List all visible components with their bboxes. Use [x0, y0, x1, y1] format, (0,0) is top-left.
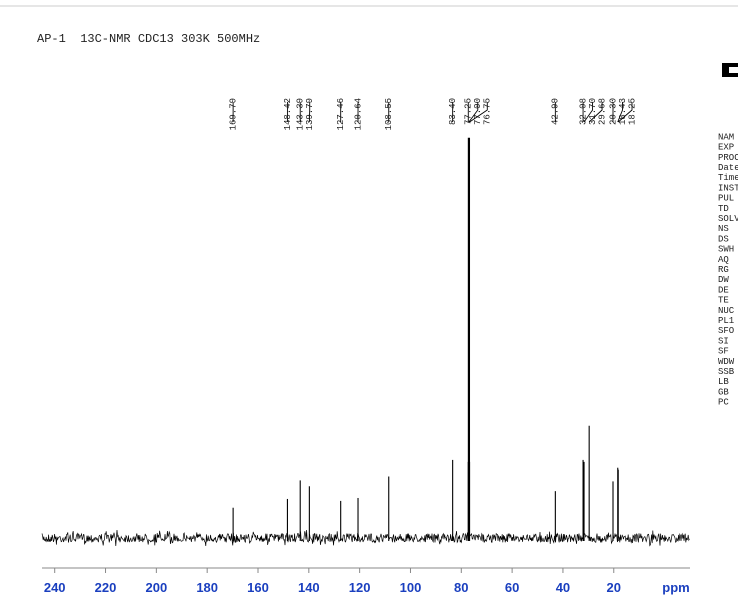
parameter-name: AQ	[718, 255, 729, 265]
parameter-name: DE	[718, 285, 729, 295]
parameter-name: DS	[718, 234, 729, 244]
parameter-name: DW	[718, 275, 729, 285]
parameter-name: EXP	[718, 143, 734, 153]
x-tick-label: 200	[146, 580, 168, 595]
peak-label: 77.00	[473, 98, 483, 125]
parameter-name: NS	[718, 224, 729, 234]
parameter-name: SWH	[718, 245, 734, 255]
parameter-name: LB	[718, 377, 729, 387]
parameter-name: SF	[718, 347, 729, 357]
parameter-name: TD	[718, 204, 729, 214]
peak-label: 108.55	[384, 98, 394, 130]
peak-leader	[468, 102, 479, 123]
peak-label: 20.30	[608, 98, 618, 125]
x-tick-label: 140	[298, 580, 320, 595]
parameter-name: SSB	[718, 367, 735, 377]
x-tick-label: 80	[454, 580, 468, 595]
parameter-name: Time	[718, 173, 738, 183]
x-tick-label: 40	[556, 580, 570, 595]
parameter-name: GB	[718, 387, 729, 397]
peak-label: 83.40	[448, 98, 458, 125]
baseline-noise	[41, 529, 690, 547]
peak-leader	[617, 102, 623, 123]
parameter-name: PROC	[718, 153, 738, 163]
peak-label: 148.42	[283, 98, 293, 130]
peak-leader	[583, 102, 594, 123]
x-tick-label: 100	[400, 580, 422, 595]
peak-label: 31.70	[588, 98, 598, 125]
peak-label: 169.79	[228, 98, 238, 130]
peak-label: 32.08	[578, 98, 588, 125]
peak-label: 18.25	[627, 98, 637, 125]
parameter-name: NAM	[718, 132, 734, 142]
x-tick-label: 60	[505, 580, 519, 595]
parameter-name: RG	[718, 265, 729, 275]
x-tick-label: 120	[349, 580, 371, 595]
peak-label: 42.99	[551, 98, 561, 125]
x-tick-label: 220	[95, 580, 117, 595]
x-tick-label: 160	[247, 580, 269, 595]
x-tick-label: 180	[196, 580, 218, 595]
parameter-name: INST	[718, 183, 738, 193]
peak-leader	[617, 102, 633, 123]
parameter-name: SFO	[718, 326, 734, 336]
peak-label: 29.68	[597, 98, 607, 125]
x-axis-label: ppm	[662, 580, 689, 595]
parameter-name: PUL	[718, 194, 734, 204]
peak-label: 18.43	[618, 98, 628, 125]
parameter-name: Date	[718, 163, 738, 173]
peak-label: 143.39	[296, 98, 306, 130]
peak-label: 120.64	[353, 98, 363, 130]
x-tick-label: 20	[607, 580, 621, 595]
parameter-name: SI	[718, 336, 729, 346]
parameter-name: SOLV	[718, 214, 738, 224]
peak-leader	[588, 102, 603, 123]
peak-label: 77.25	[464, 98, 474, 125]
parameter-name: PC	[718, 398, 729, 408]
chart-title: AP-1 13C-NMR CDC13 303K 500MHz	[37, 32, 260, 46]
peak-label: 76.75	[483, 98, 493, 125]
panel-icon-glyph	[729, 67, 738, 73]
peak-label: 139.79	[305, 98, 315, 130]
parameter-name: NUC	[718, 306, 735, 316]
parameter-name: PL1	[718, 316, 734, 326]
x-tick-label: 240	[44, 580, 66, 595]
peak-label: 127.46	[336, 98, 346, 130]
parameter-name: TE	[718, 296, 729, 306]
parameter-name: WDW	[718, 357, 735, 367]
peak-leader	[469, 102, 488, 123]
